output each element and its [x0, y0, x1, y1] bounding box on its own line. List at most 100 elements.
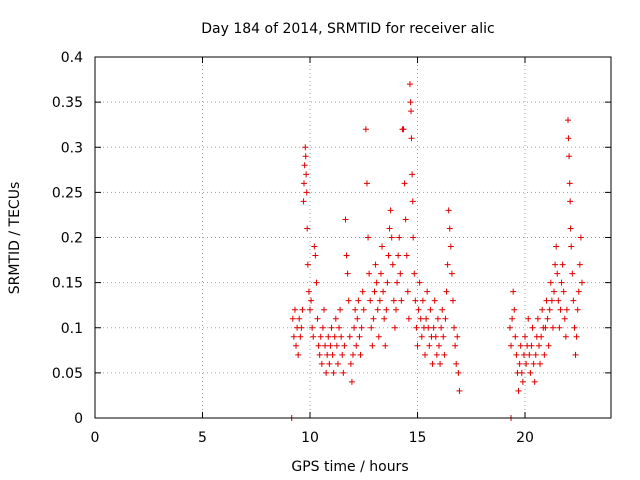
data-point: [573, 333, 580, 340]
data-point: [456, 387, 463, 394]
data-point: [329, 351, 336, 358]
data-point: [554, 270, 561, 277]
data-point: [343, 252, 350, 259]
data-point: [339, 351, 346, 358]
data-point: [511, 306, 518, 313]
data-point: [438, 324, 445, 331]
data-point: [562, 333, 569, 340]
data-point: [560, 288, 567, 295]
data-point: [368, 324, 375, 331]
data-point: [415, 306, 422, 313]
data-point: [430, 324, 437, 331]
data-point: [316, 351, 323, 358]
data-point: [574, 306, 581, 313]
data-point: [432, 333, 439, 340]
data-point: [523, 360, 530, 367]
data-point: [311, 243, 318, 250]
data-point: [436, 342, 442, 349]
data-point: [510, 288, 517, 295]
data-point: [444, 261, 451, 268]
data-point: [419, 297, 426, 304]
data-point: [318, 360, 325, 367]
data-point: [347, 360, 354, 367]
data-point: [407, 99, 414, 106]
data-point: [340, 369, 347, 376]
data-point: [409, 171, 416, 178]
data-point: [545, 342, 552, 349]
data-point: [309, 324, 316, 331]
data-point: [558, 279, 565, 286]
y-tick-label: 0.4: [61, 50, 83, 66]
data-point: [301, 162, 308, 169]
data-point: [304, 261, 311, 268]
data-point: [303, 189, 310, 196]
data-point: [290, 333, 297, 340]
data-point: [322, 342, 329, 349]
grid: [95, 57, 611, 418]
data-point: [310, 333, 317, 340]
data-point: [568, 243, 575, 250]
data-point: [324, 351, 331, 358]
data-point: [451, 324, 458, 331]
data-point: [528, 342, 535, 349]
data-point: [358, 324, 365, 331]
data-point: [443, 288, 450, 295]
data-point: [413, 324, 420, 331]
data-point: [315, 342, 322, 349]
data-point: [305, 288, 312, 295]
data-point: [377, 270, 384, 277]
data-point: [350, 351, 356, 358]
data-point: [453, 360, 460, 367]
data-point: [572, 351, 579, 358]
data-point: [384, 279, 391, 286]
data-point: [538, 333, 545, 340]
data-point: [411, 270, 418, 277]
data-point: [513, 351, 520, 358]
data-point: [365, 234, 372, 241]
data-point: [393, 306, 399, 313]
data-point: [544, 315, 551, 322]
data-point: [520, 351, 527, 358]
data-point: [312, 252, 319, 259]
data-point: [304, 225, 311, 232]
data-point: [405, 315, 412, 322]
data-point: [300, 180, 307, 187]
data-point: [382, 342, 389, 349]
data-point: [381, 315, 388, 322]
data-point: [302, 153, 309, 160]
y-tick-label: 0.05: [52, 366, 83, 382]
data-point: [519, 378, 526, 385]
data-point: [454, 333, 461, 340]
data-point: [298, 324, 305, 331]
data-point: [397, 270, 404, 277]
data-point: [522, 333, 528, 340]
x-tick-label: 20: [516, 430, 534, 446]
data-point: [325, 333, 332, 340]
data-point: [359, 288, 366, 295]
data-point: [416, 279, 423, 286]
data-point: [534, 315, 541, 322]
y-tick-label: 0: [74, 411, 83, 427]
data-point: [391, 324, 398, 331]
data-point: [380, 288, 387, 295]
chart-title: Day 184 of 2014, SRMTID for receiver ali…: [201, 21, 494, 37]
data-point: [434, 315, 441, 322]
data-point: [553, 243, 560, 250]
data-point: [577, 234, 584, 241]
y-tick-label: 0.1: [61, 321, 83, 337]
data-point: [417, 315, 424, 322]
data-point: [319, 324, 326, 331]
data-point: [543, 297, 550, 304]
data-point: [337, 306, 344, 313]
data-point: [302, 144, 309, 151]
tick-labels: 0 5 10 15 20 0 0.05 0.1 0.15 0.2 0.25 0.3 0.35 0.4: [52, 50, 534, 446]
data-point: [542, 324, 549, 331]
data-point: [575, 288, 582, 295]
data-point: [532, 351, 539, 358]
data-point: [557, 306, 564, 313]
data-point: [398, 297, 405, 304]
data-point: [363, 180, 370, 187]
data-point: [515, 387, 522, 394]
